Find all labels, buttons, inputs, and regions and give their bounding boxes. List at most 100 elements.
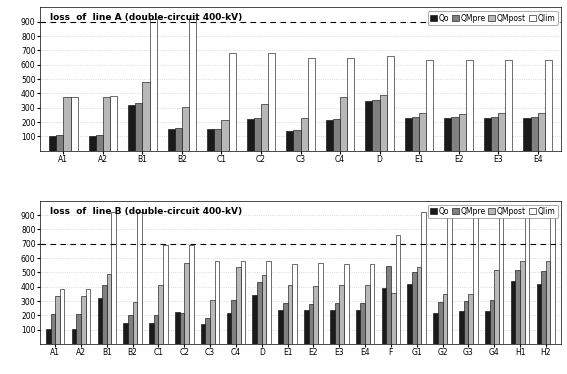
Bar [498, 113, 505, 151]
Bar [184, 263, 189, 344]
Bar [541, 271, 546, 344]
Bar [189, 245, 193, 344]
Bar [473, 212, 477, 344]
Bar [484, 118, 491, 151]
Bar [330, 310, 335, 344]
Bar [382, 288, 386, 344]
Bar [142, 82, 150, 151]
Bar [468, 294, 473, 344]
Bar [287, 285, 292, 344]
Bar [214, 129, 222, 151]
Bar [240, 261, 246, 344]
Bar [344, 264, 349, 344]
Bar [107, 274, 112, 344]
Bar [545, 60, 552, 151]
Bar [86, 289, 90, 344]
Bar [254, 118, 261, 151]
Bar [103, 97, 110, 151]
Bar [459, 114, 466, 151]
Bar [464, 301, 468, 344]
Bar [339, 285, 344, 344]
Bar [335, 303, 339, 344]
Bar [417, 267, 421, 344]
Bar [88, 137, 96, 151]
Bar [524, 207, 530, 344]
Bar [163, 245, 168, 344]
Bar [261, 104, 268, 151]
Bar [301, 118, 308, 151]
Bar [421, 212, 426, 344]
Bar [262, 275, 266, 344]
Bar [408, 284, 412, 344]
Bar [511, 281, 515, 344]
Bar [247, 119, 254, 151]
Bar [538, 113, 545, 151]
Bar [451, 117, 459, 151]
Bar [426, 60, 433, 151]
Bar [208, 129, 214, 151]
Bar [333, 119, 340, 151]
Bar [523, 118, 531, 151]
Bar [102, 285, 107, 344]
Bar [531, 117, 538, 151]
Bar [520, 261, 524, 344]
Bar [182, 107, 189, 151]
Bar [50, 314, 55, 344]
Bar [168, 129, 175, 151]
Bar [149, 323, 154, 344]
Bar [447, 212, 452, 344]
Bar [499, 212, 503, 344]
Bar [546, 261, 551, 344]
Bar [304, 310, 309, 344]
Bar [189, 19, 196, 151]
Bar [124, 323, 128, 344]
Bar [361, 303, 365, 344]
Bar [442, 294, 447, 344]
Bar [128, 105, 136, 151]
Bar [55, 296, 60, 344]
Bar [229, 53, 236, 151]
Bar [236, 267, 240, 344]
Bar [365, 285, 370, 344]
Bar [257, 282, 262, 344]
Bar [551, 212, 555, 344]
Bar [215, 261, 219, 344]
Bar [71, 329, 77, 344]
Bar [505, 60, 513, 151]
Bar [150, 19, 156, 151]
Bar [412, 273, 417, 344]
Bar [252, 295, 257, 344]
Bar [373, 100, 379, 151]
Bar [318, 263, 323, 344]
Bar [136, 104, 142, 151]
Bar [180, 313, 184, 344]
Bar [309, 304, 314, 344]
Bar [56, 135, 64, 151]
Bar [175, 128, 182, 151]
Text: loss  of  line B (double-circuit 400-kV): loss of line B (double-circuit 400-kV) [50, 206, 242, 215]
Bar [137, 212, 142, 344]
Bar [445, 118, 451, 151]
Bar [391, 293, 396, 344]
Bar [293, 130, 301, 151]
Bar [326, 120, 333, 151]
Bar [489, 300, 494, 344]
Bar [405, 118, 412, 151]
Bar [286, 131, 293, 151]
Bar [365, 101, 373, 151]
Bar [396, 235, 400, 344]
Bar [379, 95, 387, 151]
Legend: Qo, QMpre, QMpost, Qlim: Qo, QMpre, QMpost, Qlim [428, 11, 557, 25]
Bar [222, 120, 229, 151]
Bar [419, 113, 426, 151]
Bar [231, 300, 236, 344]
Bar [347, 58, 354, 151]
Bar [466, 60, 473, 151]
Bar [356, 310, 361, 344]
Bar [96, 135, 103, 151]
Bar [210, 300, 215, 344]
Bar [387, 56, 393, 151]
Bar [268, 53, 275, 151]
Bar [515, 270, 520, 344]
Text: loss  of  line A (double-circuit 400-kV): loss of line A (double-circuit 400-kV) [50, 13, 242, 22]
